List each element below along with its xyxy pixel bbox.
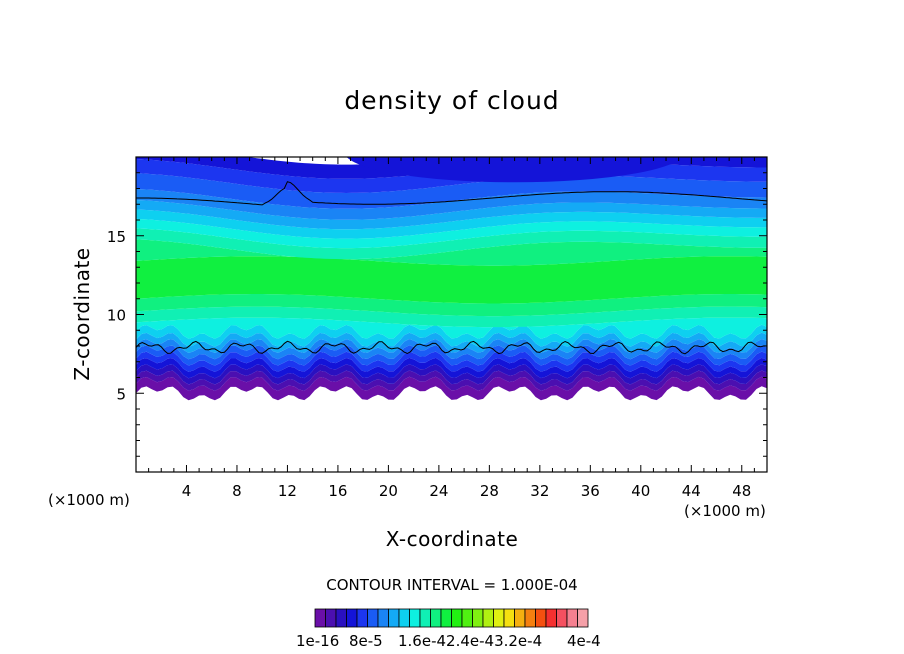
contour-band (136, 200, 767, 230)
y-tick-label: 5 (116, 385, 126, 403)
colorbar-label: 8e-5 (349, 632, 383, 650)
colorbar-swatch (566, 608, 578, 628)
contour-band (136, 324, 767, 347)
colorbar-swatch (535, 608, 547, 628)
lower-contour-line (136, 340, 767, 355)
contour-band (136, 218, 767, 249)
colorbar-swatch (409, 608, 421, 628)
contour-band (136, 345, 767, 366)
x-tick-label: 44 (682, 482, 701, 500)
contour-band (136, 188, 767, 220)
colorbar-label: 1.6e-42.4e-43.2e-4 (398, 632, 542, 650)
y-axis-unit: (×1000 m) (48, 491, 130, 509)
colorbar-swatch (430, 608, 442, 628)
colorbar-swatch (388, 608, 400, 628)
contour-band (136, 332, 767, 353)
contour-interval-label: CONTOUR INTERVAL = 1.000E-04 (326, 576, 578, 594)
x-tick-label: 12 (278, 482, 297, 500)
contour-band (136, 209, 767, 239)
contour-band (136, 357, 767, 379)
colorbar-swatch (314, 608, 326, 628)
contour-band (136, 306, 767, 328)
x-tick-label: 20 (379, 482, 398, 500)
colorbar-swatch (461, 608, 473, 628)
colorbar-swatch (577, 608, 589, 628)
colorbar-swatch (346, 608, 358, 628)
x-tick-label: 36 (581, 482, 600, 500)
colorbar-swatch (335, 608, 347, 628)
contour-band (136, 294, 767, 317)
x-axis-unit: (×1000 m) (684, 502, 766, 520)
contour-band (136, 376, 767, 401)
x-tick-label: 8 (232, 482, 242, 500)
upper-core-region (346, 157, 683, 183)
contour-band (136, 339, 767, 360)
colorbar-swatch (503, 608, 515, 628)
contour-band (136, 173, 767, 209)
contour-band (136, 239, 767, 266)
contour-band (136, 228, 767, 260)
x-axis-label: X-coordinate (385, 527, 519, 551)
colorbar-swatch (398, 608, 410, 628)
chart-title: density of cloud (344, 86, 560, 115)
colorbar-swatch (440, 608, 452, 628)
colorbar-swatch (419, 608, 431, 628)
colorbar-swatch (451, 608, 463, 628)
colorbar-swatch (325, 608, 337, 628)
colorbar-swatch (524, 608, 536, 628)
colorbar-swatch (377, 608, 389, 628)
y-tick-label: 10 (107, 307, 126, 325)
colorbar-swatch (545, 608, 557, 628)
colorbar-label: 4e-4 (567, 632, 601, 650)
colorbar-swatch (367, 608, 379, 628)
colorbar-swatch (556, 608, 568, 628)
contour-band (136, 351, 767, 372)
contour-band (136, 370, 767, 391)
contour-band (136, 317, 767, 339)
colorbar-swatch (493, 608, 505, 628)
colorbar-swatch (472, 608, 484, 628)
x-tick-label: 32 (530, 482, 549, 500)
contour-field (136, 157, 767, 401)
colorbar-swatch (356, 608, 368, 628)
contour-band (136, 256, 767, 304)
colorbar-swatch (482, 608, 494, 628)
colorbar-label: 1e-16 (296, 632, 339, 650)
x-tick-label: 4 (182, 482, 192, 500)
x-tick-label: 28 (480, 482, 499, 500)
x-tick-label: 24 (429, 482, 448, 500)
y-tick-label: 15 (107, 228, 126, 246)
upper-contour-line (136, 181, 767, 206)
contour-band (136, 364, 767, 385)
colorbar-swatch (514, 608, 526, 628)
x-tick-label: 48 (732, 482, 751, 500)
x-tick-label: 40 (631, 482, 650, 500)
x-tick-label: 16 (328, 482, 347, 500)
